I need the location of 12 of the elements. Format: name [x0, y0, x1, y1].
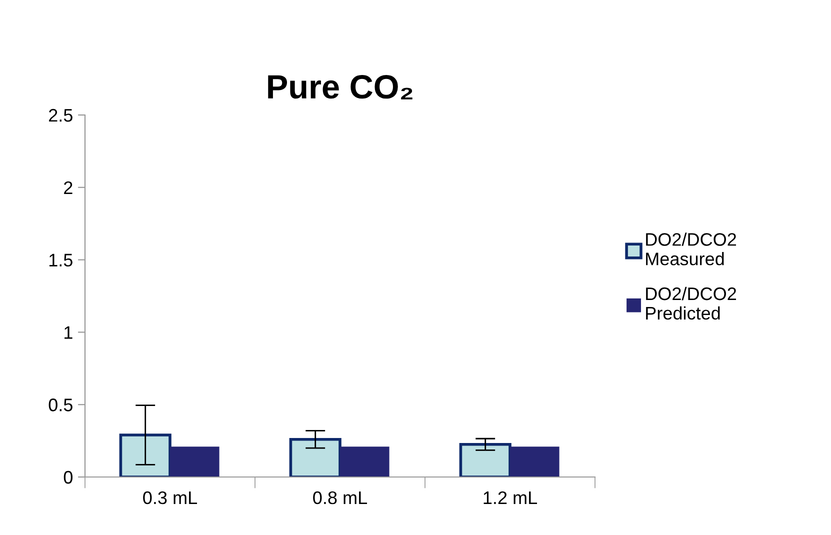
y-tick-label: 2 [64, 181, 72, 194]
y-tick-label: 0.5 [48, 398, 72, 412]
x-tick-label: 0.3 mL [143, 491, 197, 504]
x-tick-label: 0.8 mL [313, 491, 367, 504]
x-tick-label: 1.2 mL [484, 491, 537, 504]
legend-label: DO2/DCO2 Predicted [646, 286, 736, 320]
legend-label: DO2/DCO2 Measured [646, 232, 736, 266]
chart-title: Pure CO₂ [268, 75, 412, 100]
y-tick-label: 2.5 [49, 108, 72, 122]
y-tick-label: 1 [64, 326, 72, 339]
y-tick-label: 0 [64, 470, 72, 484]
y-tick-label: 1.5 [49, 254, 72, 267]
